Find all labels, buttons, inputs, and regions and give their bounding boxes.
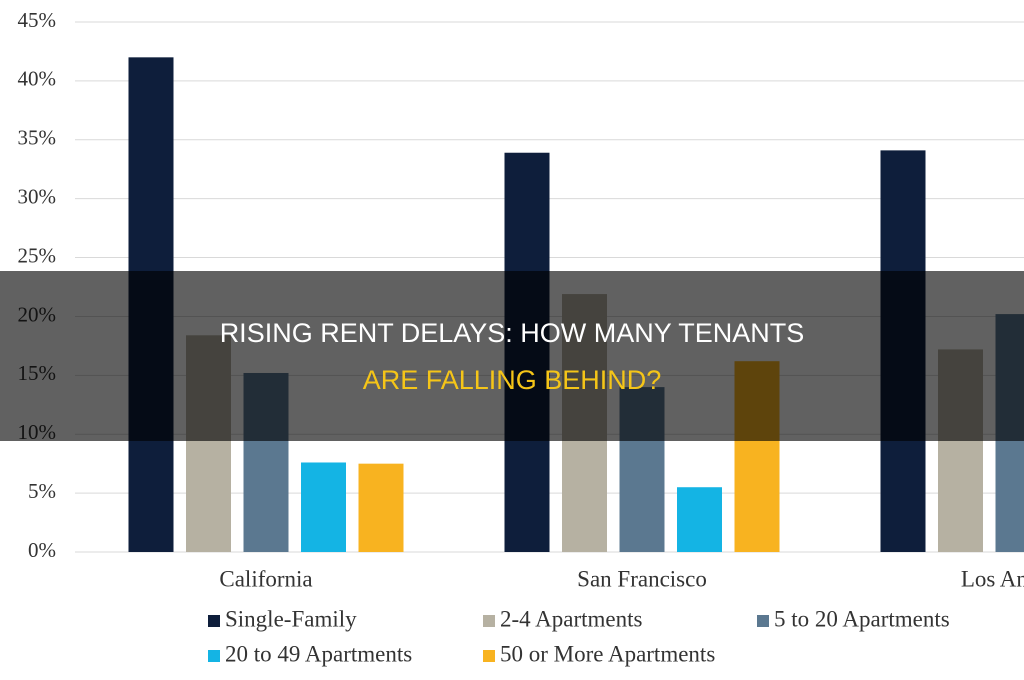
legend-swatch [757,615,769,627]
legend-label: 2-4 Apartments [500,606,642,631]
legend-label: 20 to 49 Apartments [225,641,412,666]
bar [301,462,346,552]
x-tick-label: Los Angeles [961,566,1024,591]
bar [677,487,722,552]
y-tick-label: 35% [18,126,57,150]
title-line: ARE FALLING BEHIND? [363,365,662,395]
x-tick-label: California [219,566,312,591]
legend-swatch [483,615,495,627]
title-line: RISING RENT DELAYS: HOW MANY TENANTS [220,318,805,348]
legend-swatch [208,615,220,627]
legend-swatch [483,650,495,662]
y-tick-label: 30% [18,184,57,208]
y-tick-label: 45% [18,8,57,32]
y-tick-label: 5% [28,479,56,503]
y-tick-label: 0% [28,538,56,562]
legend-label: 50 or More Apartments [500,641,715,666]
legend-swatch [208,650,220,662]
bar [358,463,404,552]
x-tick-label: San Francisco [577,566,707,591]
y-tick-label: 25% [18,243,57,267]
title-banner [0,271,1024,441]
legend-label: Single-Family [225,606,357,631]
y-tick-label: 40% [18,67,57,91]
legend-label: 5 to 20 Apartments [774,606,950,631]
